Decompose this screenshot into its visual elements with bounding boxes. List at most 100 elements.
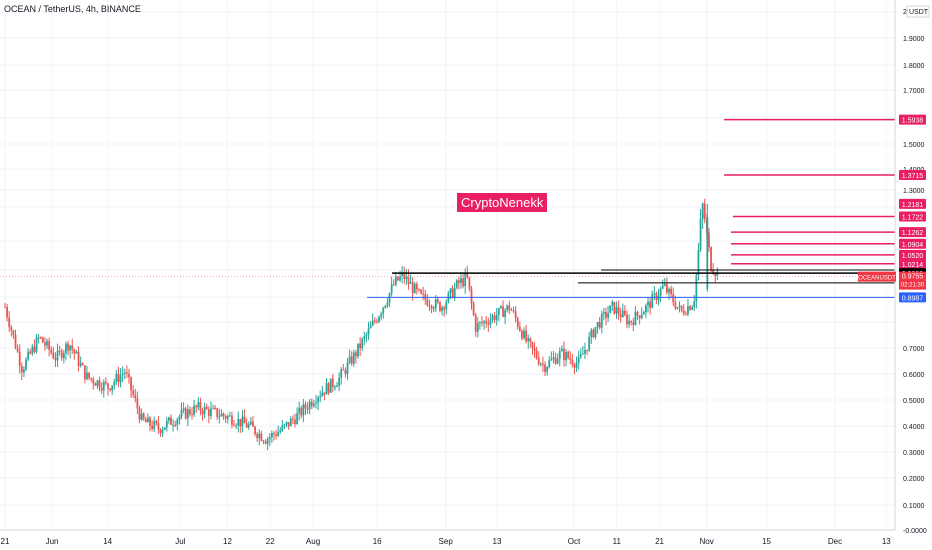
candle-body xyxy=(338,377,341,386)
candle-body xyxy=(518,326,521,331)
candle-body xyxy=(712,270,715,274)
candle-body xyxy=(710,247,712,271)
candle-body xyxy=(44,342,46,346)
candle-body xyxy=(687,306,689,315)
candle-body xyxy=(645,305,647,313)
candle-body xyxy=(508,305,511,310)
candle-body xyxy=(102,381,105,391)
symbol-price-tag-bg xyxy=(899,271,926,290)
candle-body xyxy=(249,421,252,425)
candle-body xyxy=(586,349,588,351)
candle-body xyxy=(472,303,475,316)
time-tick-label: Jul xyxy=(175,537,185,546)
candle-body xyxy=(542,363,544,365)
candle-body xyxy=(500,306,502,309)
candle-body xyxy=(266,439,269,444)
time-tick-label: 14 xyxy=(103,537,112,546)
candle-body xyxy=(434,299,437,309)
red-level-tag: 1.5938 xyxy=(902,118,924,125)
candle-body xyxy=(168,417,170,421)
candle-body xyxy=(380,313,383,317)
candle-body xyxy=(69,345,72,351)
candle-body xyxy=(317,397,320,403)
candle-body xyxy=(697,249,700,275)
candle-body xyxy=(273,433,275,435)
candle-body xyxy=(514,311,517,319)
candle-body xyxy=(144,419,147,423)
candle-body xyxy=(136,398,139,409)
candle-body xyxy=(20,365,23,373)
candle-body xyxy=(382,307,385,314)
candle-body xyxy=(506,305,509,311)
candle-body xyxy=(235,425,238,427)
time-axis: 21 Jun 14 Jul 12 22 Aug 16 Sep 13 Oct 11 21 Nov 15 Dec 1… xyxy=(0,529,895,546)
candle-body xyxy=(651,294,654,308)
candle-body xyxy=(128,373,130,378)
price-tick-label: 0.2000 xyxy=(903,476,925,483)
candle-body xyxy=(378,316,380,322)
candle-body xyxy=(62,352,65,359)
time-tick-label: Dec xyxy=(828,537,842,546)
candle-body xyxy=(151,425,153,429)
candle-body xyxy=(149,417,151,426)
candle-body xyxy=(384,305,387,308)
candle-body xyxy=(676,307,679,309)
candle-body xyxy=(495,315,498,320)
candle-body xyxy=(504,310,507,318)
time-tick-label: 13 xyxy=(882,537,891,546)
candle-body xyxy=(172,424,175,426)
candle-body xyxy=(298,407,301,414)
candle-body xyxy=(29,351,32,354)
candle-body xyxy=(52,352,55,359)
candle-body xyxy=(636,311,639,316)
candle-body xyxy=(678,305,681,308)
candle-body xyxy=(647,301,649,306)
candle-body xyxy=(390,284,393,294)
candle-body xyxy=(563,348,565,361)
candle-body xyxy=(394,276,397,285)
candle-body xyxy=(663,284,666,286)
candle-body xyxy=(130,377,132,391)
candle-body xyxy=(252,421,254,427)
candle-body xyxy=(497,308,500,316)
candle-body xyxy=(88,372,90,379)
candle-body xyxy=(357,343,359,357)
candle-body xyxy=(560,348,563,352)
candle-body xyxy=(239,418,242,427)
candle-body xyxy=(350,356,353,364)
candle-body xyxy=(224,416,227,419)
candle-body xyxy=(134,394,137,399)
candle-body xyxy=(104,381,107,384)
candle-body xyxy=(579,354,582,358)
candle-body xyxy=(310,401,313,406)
candle-body xyxy=(413,283,416,294)
candle-body xyxy=(319,396,322,398)
candle-body xyxy=(281,425,284,431)
red-level-tag-bg xyxy=(899,169,926,180)
currency-badge xyxy=(906,5,930,18)
red-level-tag-bg xyxy=(899,227,926,238)
candle-body xyxy=(422,293,425,295)
candle-body xyxy=(556,359,559,364)
candle-body xyxy=(14,335,17,349)
candle-body xyxy=(212,407,214,409)
candle-body xyxy=(596,321,599,327)
candle-body xyxy=(535,350,538,359)
candle-body xyxy=(443,307,446,310)
candle-body xyxy=(630,320,633,323)
candle-body xyxy=(401,272,404,277)
candle-body xyxy=(205,406,208,410)
candle-body xyxy=(277,432,280,437)
chart-grid xyxy=(0,0,895,531)
candle-body xyxy=(56,350,59,361)
candle-body xyxy=(201,410,204,415)
candle-body xyxy=(666,284,668,293)
candle-body xyxy=(602,311,605,314)
red-level-tag-bg xyxy=(899,198,926,209)
price-tick-label: -0.0000 xyxy=(903,528,927,535)
red-level-tag-bg xyxy=(899,238,926,249)
candle-body xyxy=(142,413,145,420)
candle-body xyxy=(611,301,614,306)
candle-body xyxy=(489,319,492,325)
